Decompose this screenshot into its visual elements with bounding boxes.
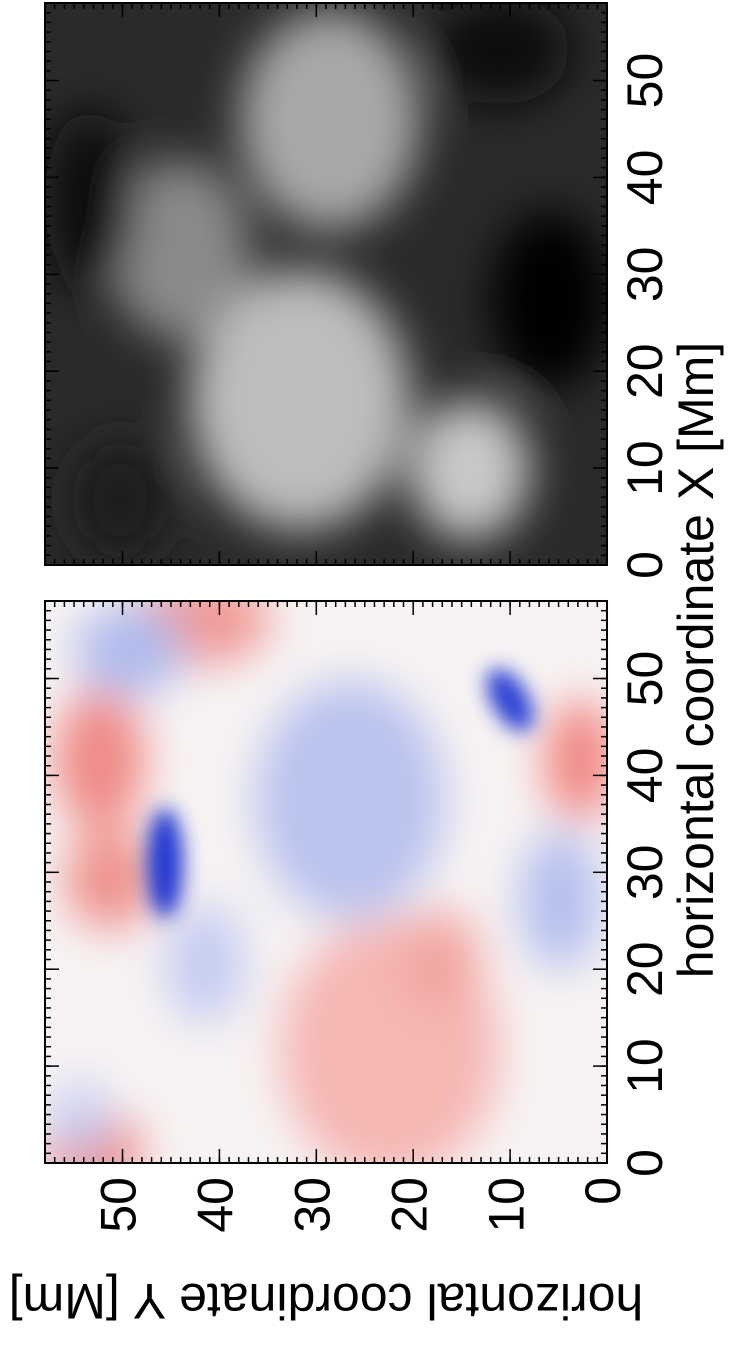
rotated-figure: 010203040500102030405001020304050horizon… xyxy=(9,0,725,1329)
panel-image-emission xyxy=(45,0,610,565)
x-tick-label: 40 xyxy=(617,150,673,206)
y-tick-label: 40 xyxy=(188,1177,244,1233)
x-tick-label: 50 xyxy=(617,651,673,707)
y-tick-label: 20 xyxy=(381,1177,437,1233)
x-tick-label: 50 xyxy=(617,53,673,109)
x-tick-label: 10 xyxy=(617,440,673,496)
figure: 010203040500102030405001020304050horizon… xyxy=(0,0,746,1355)
x-tick-label: 30 xyxy=(617,246,673,302)
x-axis-title: horizontal coordinate X [Mm] xyxy=(668,342,724,978)
y-tick-label: 0 xyxy=(575,1177,631,1205)
x-tick-label: 40 xyxy=(617,748,673,804)
y-tick-label: 30 xyxy=(285,1177,341,1233)
panel-image-velocity xyxy=(40,575,615,1190)
x-tick-label: 20 xyxy=(617,941,673,997)
x-tick-label: 30 xyxy=(617,844,673,900)
y-axis-title: horizontal coordinate Y [Mm] xyxy=(9,1273,644,1329)
y-tick-label: 10 xyxy=(478,1177,534,1233)
x-tick-label: 10 xyxy=(617,1038,673,1094)
y-tick-label: 50 xyxy=(91,1177,147,1233)
x-tick-label: 20 xyxy=(617,343,673,399)
x-tick-label: 0 xyxy=(617,1149,673,1177)
x-tick-label: 0 xyxy=(617,551,673,579)
